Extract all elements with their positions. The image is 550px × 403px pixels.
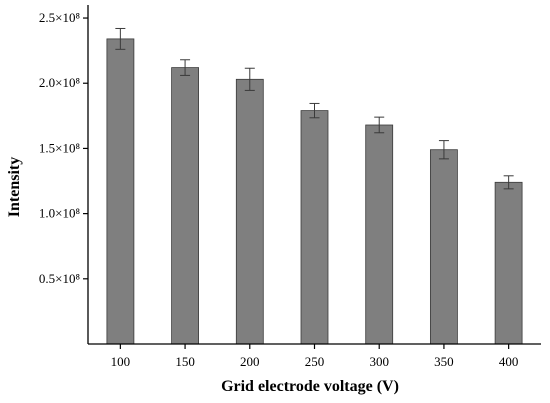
y-tick-label: 2.0×10⁸ bbox=[39, 75, 81, 90]
error-bar-150 bbox=[180, 59, 191, 76]
bar-250 bbox=[300, 110, 329, 345]
bars-layer bbox=[106, 38, 523, 345]
y-tick-label: 1.5×10⁸ bbox=[39, 140, 81, 155]
bar-300 bbox=[365, 124, 394, 345]
x-tick-label: 150 bbox=[175, 354, 195, 369]
x-tick-label: 400 bbox=[499, 354, 519, 369]
x-tick-label: 100 bbox=[111, 354, 131, 369]
error-bar-300 bbox=[374, 116, 385, 134]
bar-400 bbox=[494, 181, 523, 345]
y-axis-title: Intensity bbox=[6, 157, 23, 217]
error-bars-layer bbox=[115, 27, 514, 190]
bar-100 bbox=[106, 38, 135, 345]
x-axis-title: Grid electrode voltage (V) bbox=[221, 378, 399, 395]
error-bar-250 bbox=[309, 102, 320, 119]
x-tick-label: 350 bbox=[434, 354, 454, 369]
x-ticks-layer: 100 150 200 250 300 350 400 bbox=[111, 344, 519, 369]
bar-200 bbox=[235, 78, 264, 345]
bar-350 bbox=[429, 149, 458, 345]
y-tick-label: 1.0×10⁸ bbox=[39, 206, 81, 221]
y-tick-label: 0.5×10⁸ bbox=[39, 271, 81, 286]
y-ticks-layer: 0.5×10⁸ 1.0×10⁸ 1.5×10⁸ 2.0×10⁸ 2.5×10⁸ bbox=[39, 10, 88, 286]
x-tick-label: 250 bbox=[305, 354, 325, 369]
error-bar-100 bbox=[115, 27, 126, 50]
y-tick-label: 2.5×10⁸ bbox=[39, 10, 81, 25]
bar-150 bbox=[171, 67, 200, 345]
error-bar-400 bbox=[503, 175, 514, 190]
error-bar-350 bbox=[438, 140, 449, 160]
error-bar-200 bbox=[244, 67, 255, 91]
x-tick-label: 300 bbox=[369, 354, 389, 369]
x-tick-label: 200 bbox=[240, 354, 260, 369]
